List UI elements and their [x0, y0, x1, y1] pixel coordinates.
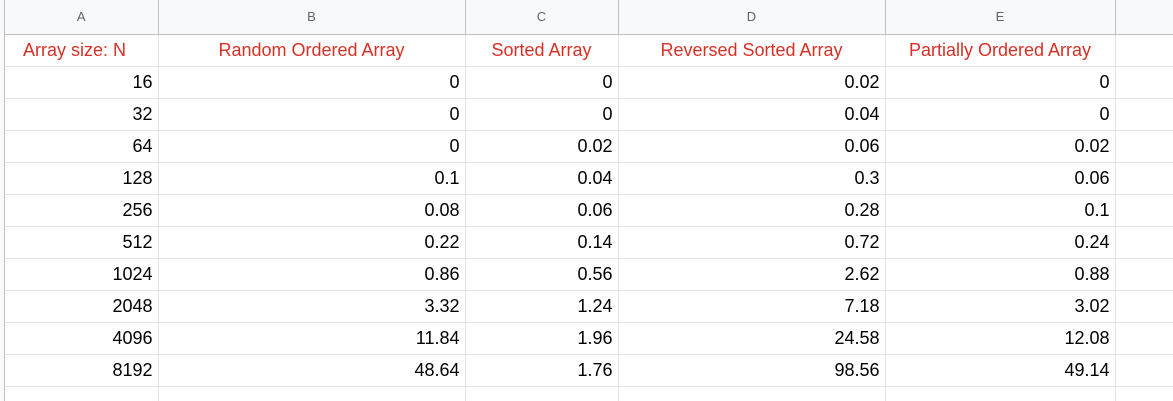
cell-partial[interactable]: 49.14	[885, 354, 1116, 387]
cell-reversed[interactable]: 0.28	[618, 194, 886, 227]
cell-sorted[interactable]: 1.76	[465, 354, 619, 387]
cell-partial[interactable]: 0	[885, 98, 1116, 131]
table-row: 1024 0.86 0.56 2.62 0.88	[5, 258, 1173, 291]
table-row: 256 0.08 0.06 0.28 0.1	[5, 194, 1173, 227]
cell-empty[interactable]	[1115, 98, 1173, 131]
cell-sorted[interactable]: 1.24	[465, 290, 619, 323]
cell-empty[interactable]	[885, 386, 1116, 401]
column-header-c[interactable]: C	[465, 0, 619, 35]
table-row: 4096 11.84 1.96 24.58 12.08	[5, 322, 1173, 355]
cell-header-partial[interactable]: Partially Ordered Array	[885, 34, 1116, 67]
cell-sorted[interactable]: 0.56	[465, 258, 619, 291]
cell-reversed[interactable]: 98.56	[618, 354, 886, 387]
cell-array-size[interactable]: 256	[5, 194, 159, 227]
cell-random[interactable]: 0.86	[158, 258, 466, 291]
cell-empty[interactable]	[1115, 130, 1173, 163]
table-row-empty	[5, 386, 1173, 401]
cell-random[interactable]: 0	[158, 98, 466, 131]
cell-reversed[interactable]: 0.3	[618, 162, 886, 195]
cell-empty[interactable]	[618, 386, 886, 401]
table-row: 2048 3.32 1.24 7.18 3.02	[5, 290, 1173, 323]
cell-array-size[interactable]: 32	[5, 98, 159, 131]
cell-array-size[interactable]: 128	[5, 162, 159, 195]
column-header-row: A B C D E	[5, 0, 1173, 35]
cell-random[interactable]: 48.64	[158, 354, 466, 387]
table-row: 32 0 0 0.04 0	[5, 98, 1173, 131]
cell-reversed[interactable]: 0.06	[618, 130, 886, 163]
cell-random[interactable]: 3.32	[158, 290, 466, 323]
cell-empty[interactable]	[1115, 194, 1173, 227]
cell-array-size[interactable]: 16	[5, 66, 159, 99]
cell-empty[interactable]	[5, 386, 159, 401]
cell-reversed[interactable]: 24.58	[618, 322, 886, 355]
column-header-b[interactable]: B	[158, 0, 466, 35]
cell-reversed[interactable]: 0.02	[618, 66, 886, 99]
table-row: 16 0 0 0.02 0	[5, 66, 1173, 99]
cell-random[interactable]: 0	[158, 130, 466, 163]
cell-empty[interactable]	[1115, 386, 1173, 401]
cell-array-size[interactable]: 4096	[5, 322, 159, 355]
cell-empty[interactable]	[1115, 354, 1173, 387]
cell-reversed[interactable]: 7.18	[618, 290, 886, 323]
cell-sorted[interactable]: 0.02	[465, 130, 619, 163]
cell-empty[interactable]	[1115, 322, 1173, 355]
column-header-f[interactable]	[1115, 0, 1173, 35]
cell-sorted[interactable]: 1.96	[465, 322, 619, 355]
cell-empty[interactable]	[1115, 66, 1173, 99]
table-row: 128 0.1 0.04 0.3 0.06	[5, 162, 1173, 195]
cell-partial[interactable]: 0	[885, 66, 1116, 99]
table-row: 8192 48.64 1.76 98.56 49.14	[5, 354, 1173, 387]
cell-reversed[interactable]: 2.62	[618, 258, 886, 291]
cell-sorted[interactable]: 0	[465, 98, 619, 131]
cell-partial[interactable]: 3.02	[885, 290, 1116, 323]
cell-empty[interactable]	[465, 386, 619, 401]
column-header-e[interactable]: E	[885, 0, 1116, 35]
cell-sorted[interactable]: 0.06	[465, 194, 619, 227]
cell-reversed[interactable]: 0.72	[618, 226, 886, 259]
cell-array-size[interactable]: 2048	[5, 290, 159, 323]
cell-partial[interactable]: 0.02	[885, 130, 1116, 163]
row-header-strip[interactable]	[0, 0, 5, 401]
cell-empty[interactable]	[1115, 258, 1173, 291]
cell-random[interactable]: 0.1	[158, 162, 466, 195]
cell-header-sorted[interactable]: Sorted Array	[465, 34, 619, 67]
cell-header-reversed[interactable]: Reversed Sorted Array	[618, 34, 886, 67]
cell-empty[interactable]	[1115, 34, 1173, 67]
cell-header-array-size[interactable]: Array size: N	[5, 34, 159, 67]
cell-array-size[interactable]: 1024	[5, 258, 159, 291]
cell-sorted[interactable]: 0.14	[465, 226, 619, 259]
cell-random[interactable]: 0.22	[158, 226, 466, 259]
cell-array-size[interactable]: 512	[5, 226, 159, 259]
cell-header-random[interactable]: Random Ordered Array	[158, 34, 466, 67]
cell-reversed[interactable]: 0.04	[618, 98, 886, 131]
cell-array-size[interactable]: 64	[5, 130, 159, 163]
table-row: 512 0.22 0.14 0.72 0.24	[5, 226, 1173, 259]
cell-partial[interactable]: 0.24	[885, 226, 1116, 259]
data-table: A B C D E Array size: N Random Ordered A…	[5, 0, 1173, 401]
cell-random[interactable]: 0	[158, 66, 466, 99]
cell-partial[interactable]: 0.88	[885, 258, 1116, 291]
cell-random[interactable]: 11.84	[158, 322, 466, 355]
cell-empty[interactable]	[158, 386, 466, 401]
cell-random[interactable]: 0.08	[158, 194, 466, 227]
cell-partial[interactable]: 0.06	[885, 162, 1116, 195]
table-header-row: Array size: N Random Ordered Array Sorte…	[5, 34, 1173, 67]
cell-partial[interactable]: 12.08	[885, 322, 1116, 355]
cell-empty[interactable]	[1115, 162, 1173, 195]
cell-array-size[interactable]: 8192	[5, 354, 159, 387]
cell-sorted[interactable]: 0	[465, 66, 619, 99]
cell-empty[interactable]	[1115, 290, 1173, 323]
cell-sorted[interactable]: 0.04	[465, 162, 619, 195]
column-header-d[interactable]: D	[618, 0, 886, 35]
column-header-a[interactable]: A	[5, 0, 159, 35]
table-row: 64 0 0.02 0.06 0.02	[5, 130, 1173, 163]
cell-empty[interactable]	[1115, 226, 1173, 259]
cell-partial[interactable]: 0.1	[885, 194, 1116, 227]
